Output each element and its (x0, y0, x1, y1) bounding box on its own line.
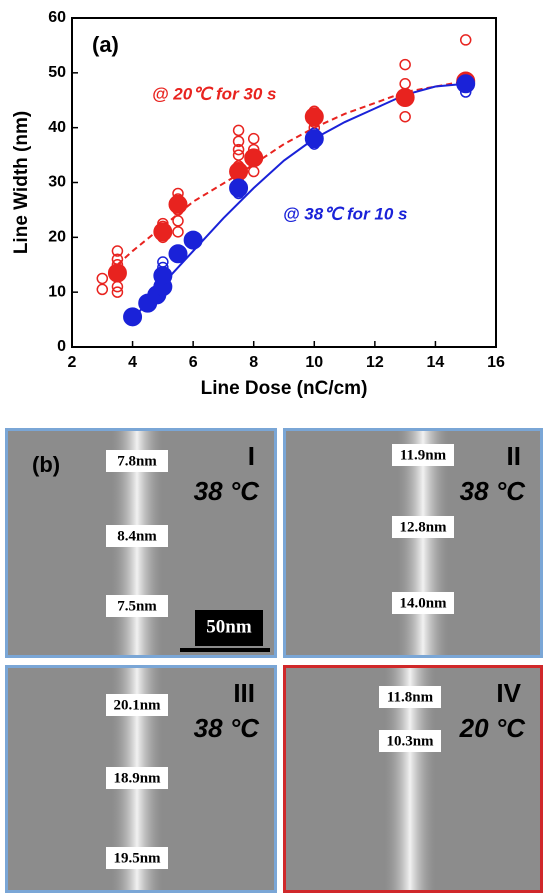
measure-box (106, 595, 168, 617)
raw-point (232, 149, 245, 161)
panel-temperature: 38 °C (194, 713, 261, 743)
measure-box (106, 694, 168, 716)
mean-point (168, 244, 188, 264)
y-tick-label: 30 (48, 174, 66, 191)
measure-box (392, 516, 454, 538)
panel-numeral: IV (496, 678, 521, 708)
plot-frame (71, 17, 497, 348)
measure-box (106, 767, 168, 789)
measure-label: 10.3nm (386, 733, 434, 749)
panel-numeral: III (233, 678, 255, 708)
x-axis-label: Line Dose (nC/cm) (201, 378, 368, 399)
measure-box (392, 444, 454, 466)
measure-box (106, 847, 168, 869)
x-tick-label: 8 (249, 354, 258, 371)
sem-line (397, 431, 449, 655)
x-tick-label: 16 (487, 354, 505, 371)
measure-box (379, 686, 441, 708)
panel-label: (b) (32, 452, 60, 477)
panel-temperature: 38 °C (460, 476, 527, 506)
scale-box (195, 610, 263, 646)
measure-label: 20.1nm (113, 697, 161, 713)
measure-box (379, 730, 441, 752)
panel-numeral: I (248, 441, 255, 471)
mean-point (153, 222, 173, 242)
raw-point (459, 34, 472, 46)
raw-point (232, 124, 245, 137)
mean-point (304, 129, 324, 149)
measure-box (392, 592, 454, 614)
mean-point (123, 307, 143, 327)
panel-temperature: 38 °C (194, 476, 261, 506)
raw-point (232, 135, 245, 148)
y-tick-label: 10 (48, 283, 66, 300)
measure-label: 19.5nm (113, 850, 161, 866)
x-tick-label: 14 (427, 354, 445, 371)
measure-label: 11.9nm (400, 447, 447, 463)
raw-point (111, 286, 124, 298)
mean-point (395, 88, 415, 108)
measure-label: 7.5nm (117, 598, 157, 614)
raw-point (247, 165, 260, 178)
raw-point (96, 283, 109, 296)
measure-label: 12.8nm (399, 519, 447, 535)
mean-point (244, 148, 264, 168)
y-tick-label: 20 (48, 229, 66, 246)
mean-point (153, 266, 173, 286)
measure-label: 7.8nm (117, 453, 157, 469)
panel-label: (a) (92, 32, 119, 57)
mean-point (456, 74, 476, 94)
measure-box (106, 525, 168, 547)
x-tick-label: 2 (68, 354, 77, 371)
raw-point (96, 272, 109, 285)
x-tick-label: 4 (128, 354, 137, 371)
x-tick-label: 12 (366, 354, 384, 371)
mean-point (229, 178, 249, 198)
measure-label: 14.0nm (399, 595, 447, 611)
x-tick-label: 10 (305, 354, 323, 371)
y-tick-label: 40 (48, 119, 66, 136)
y-axis-label: Line Width (nm) (11, 111, 32, 254)
annotation: @ 38℃ for 10 s (283, 204, 408, 223)
measure-label: 11.8nm (387, 689, 434, 705)
scale-bar (180, 648, 270, 652)
y-tick-label: 60 (48, 9, 66, 26)
panel-temperature: 20 °C (459, 713, 527, 743)
mean-point (304, 107, 324, 127)
raw-point (172, 215, 184, 227)
annotation: @ 20℃ for 30 s (152, 84, 277, 103)
mean-point (229, 162, 249, 182)
scale-label: 50nm (206, 616, 252, 637)
y-tick-label: 0 (57, 338, 66, 355)
y-tick-label: 50 (48, 64, 66, 81)
mean-point (168, 194, 188, 214)
measure-label: 18.9nm (113, 770, 161, 786)
measure-label: 8.4nm (117, 528, 157, 544)
x-tick-label: 6 (189, 354, 198, 371)
raw-point (172, 226, 184, 238)
raw-point (232, 143, 245, 156)
raw-point (399, 78, 411, 90)
raw-point (247, 132, 260, 145)
raw-point (399, 58, 411, 71)
mean-point (107, 263, 127, 283)
raw-point (111, 245, 124, 257)
measure-box (106, 450, 168, 472)
raw-point (399, 110, 411, 123)
panel-numeral: II (507, 441, 521, 471)
mean-point (183, 230, 203, 250)
